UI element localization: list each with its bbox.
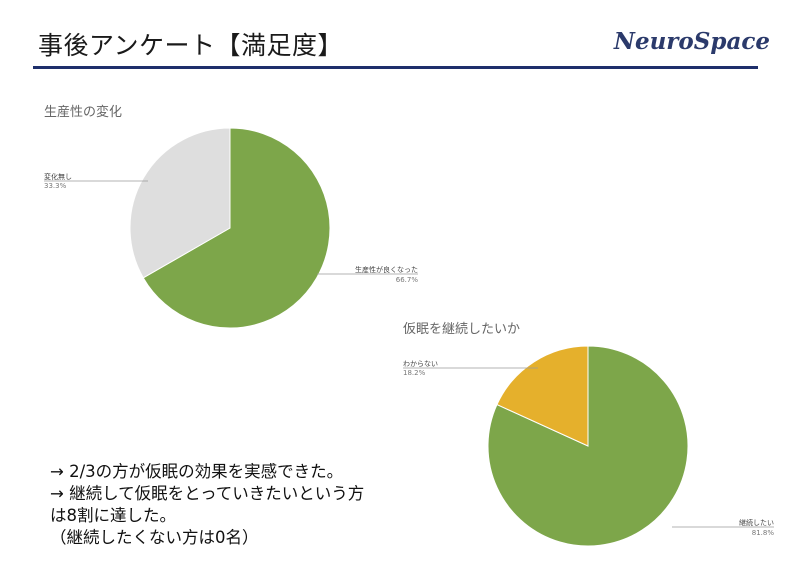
slice-pct-continue: 81.8%	[752, 529, 775, 537]
slice-label-unsure: わからない	[403, 360, 438, 368]
label-unsure: わからない 18.2%	[403, 360, 538, 377]
pie-productivity	[129, 127, 331, 329]
pie-continue-nap	[487, 345, 689, 547]
slice-unsure	[496, 345, 589, 447]
slice-pct-unsure: 18.2%	[403, 369, 426, 377]
slice-pct-improved: 66.7%	[396, 276, 419, 284]
label-continue: 継続したい 81.8%	[672, 518, 774, 537]
slice-label-no-change: 変化無し	[44, 172, 72, 181]
chart-continue-nap: 仮眠を継続したいか わからない 18.2% 継続したい 81.8%	[403, 322, 774, 547]
slice-label-continue: 継続したい	[739, 518, 774, 527]
title-divider	[33, 66, 758, 69]
slice-label-improved: 生産性が良くなった	[355, 265, 418, 274]
label-improved: 生産性が良くなった 66.7%	[317, 265, 418, 284]
slice-no-change	[129, 127, 231, 279]
summary-text: → 2/3の方が仮眠の効果を実感できた。 → 継続して仮眠をとっていきたいという…	[50, 461, 364, 549]
summary-line: （継続したくない方は0名）	[50, 528, 259, 547]
summary-line: → 継続して仮眠をとっていきたいという方	[50, 484, 365, 503]
chart-title-continue-nap: 仮眠を継続したいか	[403, 322, 520, 337]
chart-productivity: 生産性の変化 変化無し 33.3% 生産性が良くなった 66.7%	[44, 104, 418, 329]
slice-pct-no-change: 33.3%	[44, 182, 67, 190]
label-no-change: 変化無し 33.3%	[44, 172, 148, 190]
brand-logo: NeuroSpace	[613, 28, 770, 55]
chart-title-productivity: 生産性の変化	[44, 104, 122, 120]
summary-line: は8割に達した。	[50, 506, 176, 525]
slice-productivity-improved	[142, 127, 331, 329]
slide-title: 事後アンケート【満足度】	[38, 31, 344, 60]
summary-line: → 2/3の方が仮眠の効果を実感できた。	[50, 462, 344, 481]
